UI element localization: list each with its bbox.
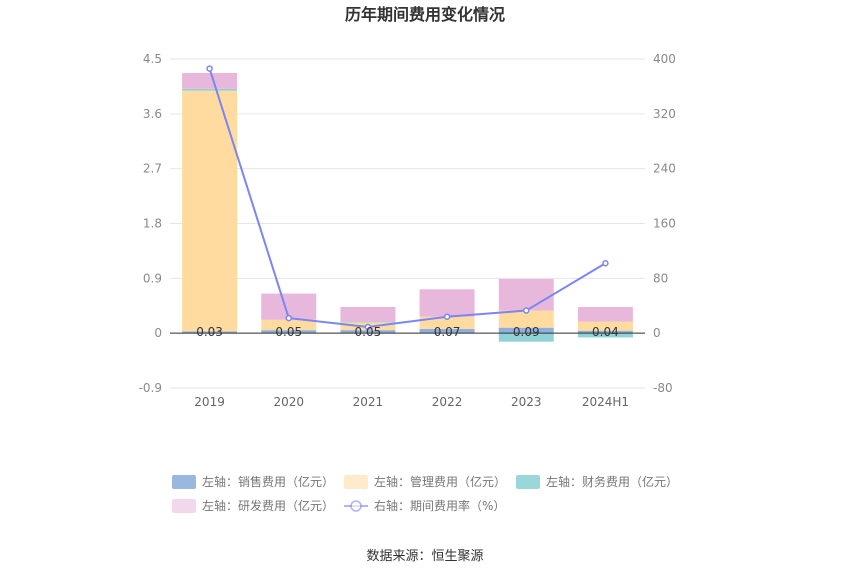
data-label: 0.05: [355, 325, 382, 339]
rate-line: [206, 65, 609, 331]
bar-segment: [577, 321, 633, 331]
data-label: 0.03: [196, 325, 223, 339]
legend-label[interactable]: 左轴：财务费用（亿元）: [546, 474, 678, 489]
right-tick-label: 160: [653, 217, 676, 231]
category-label: 2020: [273, 395, 304, 409]
legend-label[interactable]: 左轴：销售费用（亿元）: [202, 474, 334, 489]
left-axis-ticks: 4.5 3.6 2.7 1.8 0.9 0 -0.9: [139, 52, 162, 395]
data-label: 0.09: [513, 325, 540, 339]
rate-point: [285, 314, 292, 322]
bar-segment: [340, 321, 396, 323]
bars: [182, 73, 633, 342]
bar-segment: [419, 316, 475, 329]
right-axis-ticks: 400 320 240 160 80 0 -80: [653, 52, 676, 395]
bar-segment: [498, 327, 554, 334]
bar-segment: [498, 310, 554, 328]
bar-segment: [261, 330, 317, 334]
bar-segment: [577, 306, 633, 322]
category-label: 2022: [432, 395, 463, 409]
bar-segment: [498, 278, 554, 311]
category-label: 2023: [511, 395, 542, 409]
source-note: 数据来源：恒生聚源: [366, 549, 483, 564]
right-tick-label: 240: [653, 162, 676, 176]
right-tick-label: 0: [653, 326, 661, 340]
bar-segment: [577, 330, 633, 334]
bar-segment: [577, 333, 633, 338]
bar-segment: [419, 289, 475, 317]
legend-swatch[interactable]: [344, 475, 368, 489]
left-tick-label: -0.9: [139, 381, 162, 395]
right-tick-label: 80: [653, 271, 668, 285]
bar-segment: [182, 88, 238, 91]
left-tick-label: 4.5: [143, 52, 162, 66]
legend-label[interactable]: 左轴：研发费用（亿元）: [202, 498, 334, 513]
left-tick-label: 0.9: [143, 271, 162, 285]
legend-label[interactable]: 右轴：期间费用率（%）: [374, 498, 505, 513]
legend-swatch[interactable]: [172, 499, 196, 513]
bar-segment: [182, 73, 238, 89]
rate-line-path: [208, 68, 606, 329]
left-tick-label: 3.6: [143, 107, 162, 121]
data-label: 0.05: [275, 325, 302, 339]
bar-segment: [419, 328, 475, 334]
bar-segment: [182, 331, 238, 334]
legend-point-swatch[interactable]: [350, 500, 362, 512]
rate-point: [523, 307, 530, 314]
bar-segment: [340, 306, 396, 322]
category-label: 2019: [194, 395, 225, 409]
rate-point: [206, 65, 213, 72]
grid: [170, 58, 645, 389]
right-tick-label: 400: [653, 52, 676, 66]
rate-point: [364, 323, 372, 331]
data-label: 0.07: [434, 325, 461, 339]
bar-segment: [498, 333, 554, 342]
left-tick-label: 1.8: [143, 217, 162, 231]
right-tick-label: -80: [653, 381, 673, 395]
data-label: 0.04: [592, 325, 619, 339]
bar-segment: [261, 319, 317, 331]
legend[interactable]: 左轴：销售费用（亿元） 左轴：管理费用（亿元） 左轴：财务费用（亿元） 左轴：研发费用…: [172, 474, 678, 513]
data-labels: 0.03 0.05 0.05 0.07 0.09 0.04: [196, 325, 619, 339]
left-tick-label: 0: [154, 326, 162, 340]
legend-swatch[interactable]: [516, 475, 540, 489]
legend-swatch[interactable]: [172, 475, 196, 489]
bar-segment: [182, 90, 238, 332]
category-label: 2024H1: [582, 395, 629, 409]
chart-title: 历年期间费用变化情况: [345, 5, 505, 24]
rate-point: [443, 313, 451, 320]
legend-label[interactable]: 左轴：管理费用（亿元）: [374, 474, 506, 489]
right-tick-label: 320: [653, 107, 676, 121]
rate-point: [602, 260, 609, 267]
category-label: 2021: [353, 395, 384, 409]
bar-segment: [340, 330, 396, 334]
left-tick-label: 2.7: [143, 162, 162, 176]
category-axis: 2019 2020 2021 2022 2023 2024H1: [194, 395, 629, 409]
